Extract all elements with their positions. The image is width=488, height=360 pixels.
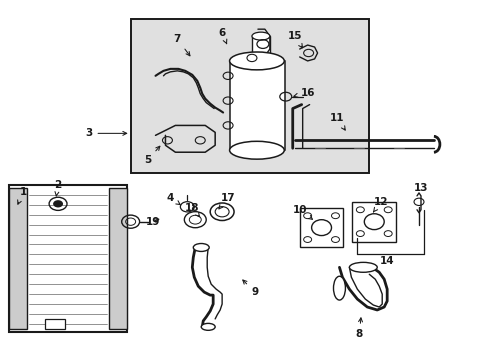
Text: 9: 9 [243,280,258,297]
Text: 1: 1 [18,187,27,204]
Text: 19: 19 [145,217,160,227]
Text: 2: 2 [54,180,61,196]
Ellipse shape [193,243,209,251]
Ellipse shape [201,323,215,330]
Text: 4: 4 [166,193,180,204]
Text: 10: 10 [292,205,312,219]
Ellipse shape [349,262,376,272]
Text: 7: 7 [173,34,189,56]
Bar [251,36,269,66]
Ellipse shape [229,52,284,70]
Text: 16: 16 [293,88,314,98]
Text: 13: 13 [413,183,427,193]
Text: 18: 18 [184,203,199,217]
Text: 15: 15 [287,31,302,48]
Bar [45,319,65,329]
Text: 11: 11 [329,113,345,130]
Text: 8: 8 [355,318,362,339]
Bar [9,188,27,329]
Bar [299,208,343,247]
Text: 5: 5 [143,146,160,165]
Text: 14: 14 [379,256,394,266]
Ellipse shape [229,141,284,159]
Bar [9,185,126,332]
Bar [108,188,126,329]
Text: 12: 12 [373,197,387,212]
Ellipse shape [333,276,345,300]
Ellipse shape [311,220,331,235]
Ellipse shape [251,32,269,40]
Text: 3: 3 [85,129,126,138]
Ellipse shape [364,214,384,230]
Text: 6: 6 [218,28,226,44]
Bar [230,61,284,150]
Circle shape [53,200,63,207]
Bar [352,202,395,242]
Text: 17: 17 [219,193,235,209]
Bar [130,19,368,173]
